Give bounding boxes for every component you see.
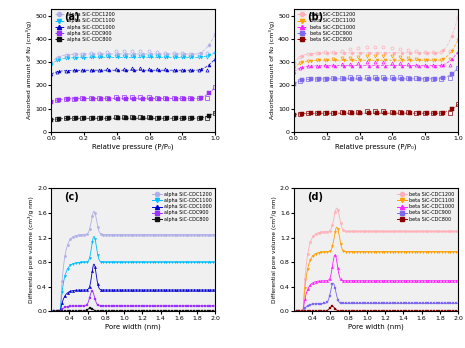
Legend: beta SiC-CDC1200, beta SiC-CDC1100, beta SiC-CDC1000, beta SiC-CDC900, beta SiC-: beta SiC-CDC1200, beta SiC-CDC1100, beta… [296, 11, 356, 43]
Y-axis label: Adsorbed amount of N₂ (cm³/g): Adsorbed amount of N₂ (cm³/g) [269, 21, 275, 119]
Y-axis label: Differential pore volume (cm³/g nm): Differential pore volume (cm³/g nm) [271, 197, 277, 303]
Y-axis label: Differential pore volume (cm³/g nm): Differential pore volume (cm³/g nm) [28, 197, 34, 303]
Legend: alpha SiC-CDC1200, alpha SiC-CDC1100, alpha SiC-CDC1000, alpha SiC-CDC900, alpha: alpha SiC-CDC1200, alpha SiC-CDC1100, al… [151, 191, 213, 223]
X-axis label: Pore width (nm): Pore width (nm) [105, 323, 161, 330]
X-axis label: Pore width (nm): Pore width (nm) [348, 323, 404, 330]
Text: (b): (b) [307, 13, 323, 22]
Text: (a): (a) [64, 13, 80, 22]
Text: (d): (d) [307, 192, 323, 202]
Legend: alpha SiC-CDC1200, alpha SiC-CDC1100, alpha SiC-CDC1000, alpha SiC-CDC900, alpha: alpha SiC-CDC1200, alpha SiC-CDC1100, al… [53, 11, 115, 43]
X-axis label: Relative pressure (P/P₀): Relative pressure (P/P₀) [335, 144, 417, 150]
Text: (c): (c) [64, 192, 79, 202]
Legend: beta SiC-CDC1200, beta SiC-CDC1100, beta SiC-CDC1000, beta SiC-CDC900, beta SiC-: beta SiC-CDC1200, beta SiC-CDC1100, beta… [396, 191, 456, 223]
Y-axis label: Adsorbed amount of N₂ (cm³/g): Adsorbed amount of N₂ (cm³/g) [27, 21, 33, 119]
X-axis label: Relative pressure (P/P₀): Relative pressure (P/P₀) [93, 144, 174, 150]
